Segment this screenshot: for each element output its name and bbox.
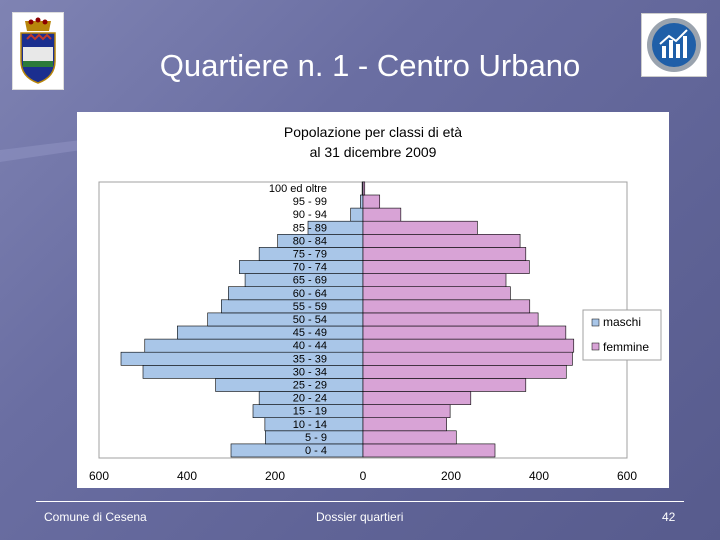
bar-femmine-55-59 — [362, 299, 531, 314]
x-tick-label: 400 — [529, 469, 549, 483]
footer-document-name: Dossier quartieri — [316, 510, 404, 524]
slide-title: Quartiere n. 1 - Centro Urbano — [159, 48, 581, 83]
chart-legend: maschi femmine — [582, 309, 662, 361]
category-label: 35 - 39 — [293, 353, 327, 365]
category-label: 55 - 59 — [293, 301, 327, 313]
category-label: 5 - 9 — [305, 432, 327, 444]
category-label: 15 - 19 — [293, 406, 327, 418]
legend-swatch-femmine — [591, 342, 600, 351]
bar-maschi-95-99 — [360, 194, 364, 209]
category-label: 85 - 89 — [293, 222, 327, 234]
chart-title: Popolazione per classi di età — [284, 124, 462, 140]
legend-label-maschi: maschi — [603, 315, 641, 329]
page-number: 42 — [662, 510, 676, 524]
chart-subtitle: al 31 dicembre 2009 — [310, 144, 437, 160]
footer-organization: Comune di Cesena — [44, 510, 147, 524]
bar-femmine-75-79 — [362, 247, 527, 261]
category-label: 0 - 4 — [305, 445, 327, 457]
x-tick-label: 600 — [617, 469, 637, 483]
category-label: 40 - 44 — [293, 340, 327, 352]
x-tick-label: 200 — [265, 469, 285, 483]
bar-femmine-30-34 — [362, 365, 567, 379]
population-pyramid-chart: Popolazione per classi di età al 31 dice… — [89, 124, 662, 483]
bar-femmine-10-14 — [362, 417, 447, 432]
x-tick-label: 600 — [89, 469, 109, 483]
footer-divider — [36, 501, 684, 502]
x-tick-label: 200 — [441, 469, 461, 483]
statistics-chart-logo — [641, 13, 707, 77]
bar-maschi-25-29 — [215, 378, 364, 392]
bar-femmine-65-69 — [362, 273, 507, 288]
category-label: 70 - 74 — [293, 262, 327, 274]
bar-femmine-70-74 — [362, 260, 530, 274]
bar-femmine-45-49 — [362, 325, 567, 340]
category-label: 20 - 24 — [293, 393, 327, 405]
bar-femmine-20-24 — [362, 391, 472, 405]
x-tick-label: 400 — [177, 469, 197, 483]
bar-femmine-60-64 — [362, 286, 511, 301]
bar-femmine-35-39 — [362, 351, 573, 366]
category-label: 45 - 49 — [293, 327, 327, 339]
bar-maschi-50-54 — [207, 312, 364, 327]
bar-femmine-100edoltre — [362, 181, 366, 196]
bar-femmine-85-89 — [362, 220, 478, 235]
category-label: 50 - 54 — [293, 314, 327, 326]
category-label: 25 - 29 — [293, 380, 327, 392]
bar-maschi-90-94 — [350, 207, 364, 222]
category-label: 30 - 34 — [293, 366, 327, 378]
bar-femmine-15-19 — [362, 404, 451, 419]
category-label: 90 - 94 — [293, 209, 327, 221]
category-label: 60 - 64 — [293, 288, 327, 300]
bar-femmine-95-99 — [362, 194, 381, 209]
category-label: 10 - 14 — [293, 419, 327, 431]
bar-maschi-0-4 — [230, 443, 364, 458]
category-label: 100 ed oltre — [269, 183, 327, 195]
category-label: 65 - 69 — [293, 275, 327, 287]
bar-maschi-45-49 — [177, 325, 364, 340]
category-label: 80 - 84 — [293, 235, 327, 247]
category-label: 75 - 79 — [293, 249, 327, 261]
bar-femmine-40-44 — [362, 338, 575, 353]
legend-swatch-maschi — [591, 318, 600, 327]
legend-label-femmine: femmine — [603, 340, 649, 354]
city-coat-of-arms-logo — [12, 12, 64, 90]
bar-femmine-0-4 — [362, 443, 496, 458]
bar-femmine-5-9 — [362, 430, 457, 445]
bar-maschi-40-44 — [144, 338, 364, 353]
bar-femmine-90-94 — [362, 207, 402, 222]
bar-femmine-80-84 — [362, 234, 521, 248]
bar-femmine-25-29 — [362, 378, 527, 392]
bar-femmine-50-54 — [362, 312, 539, 327]
chart-panel: Popolazione per classi di età al 31 dice… — [77, 112, 669, 488]
x-tick-label: 0 — [360, 469, 367, 483]
category-label: 95 - 99 — [293, 196, 327, 208]
bar-maschi-30-34 — [142, 365, 364, 379]
